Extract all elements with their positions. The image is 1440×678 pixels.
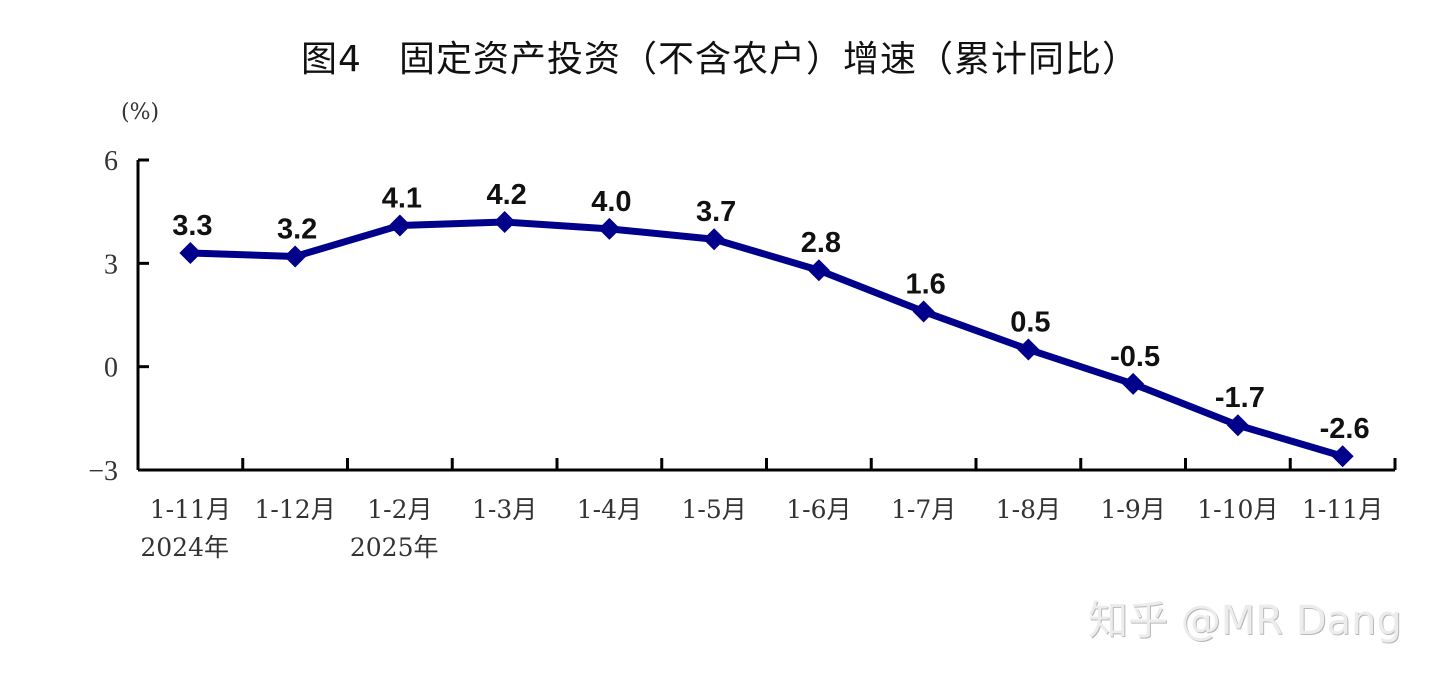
data-label: 3.2 [277,213,317,245]
diamond-marker [1122,372,1145,395]
data-label: -2.6 [1320,413,1370,445]
data-markers [179,211,1354,468]
diamond-marker [493,211,516,233]
data-label: 3.3 [172,210,212,242]
chart-title: 图4 固定资产投资（不含农户）增速（累计同比） [301,39,1139,80]
diamond-marker [598,217,621,240]
diamond-marker [284,245,307,268]
x-tick-label: 1-11月 [150,495,231,524]
x-tick-label: 1-12月 [255,495,336,524]
x-tick-label: 1-4月 [577,495,642,524]
x-tick-label: 1-5月 [681,495,746,524]
diamond-marker [1226,414,1249,437]
data-label: 3.7 [696,196,736,228]
diamond-marker [703,228,726,251]
x-tick-label: 1-6月 [786,495,851,524]
x-tick-label: 1-3月 [472,495,537,524]
data-label: 4.0 [591,186,631,218]
x-tick-label: 1-7月 [891,495,956,524]
x-year-label: 2025年 [350,533,439,562]
data-label: -1.7 [1215,382,1265,414]
y-axis-unit-label: (%) [121,100,160,125]
x-tick-label: 1-11月 [1302,495,1383,524]
y-tick-label: 3 [104,249,118,280]
data-label: 4.2 [486,179,526,211]
x-tick-label: 1-2月 [367,495,432,524]
data-labels: 3.3 3.2 4.1 4.2 4.0 3.7 2.8 1.6 0.5 -0.5 -1.7 -2.6 [172,179,1369,445]
data-label: -0.5 [1110,341,1160,373]
diamond-marker [388,214,411,237]
data-label: 0.5 [1010,306,1050,338]
watermark: 知乎 @MR Dang [1088,598,1402,644]
y-axis [136,158,149,472]
diamond-marker [1331,445,1354,468]
y-tick-label: 6 [104,146,118,177]
y-tick-label: −3 [88,456,118,487]
data-label: 4.1 [382,182,422,214]
diamond-marker [179,242,202,264]
x-tick-label: 1-8月 [996,495,1061,524]
diamond-marker [1017,338,1040,361]
x-axis [138,458,1397,472]
y-tick-labels: 6 3 0 −3 [88,146,118,487]
x-year-label: 2024年 [140,533,229,562]
data-label: 1.6 [905,269,945,301]
data-label: 2.8 [801,227,841,259]
y-tick-label: 0 [104,353,118,384]
data-line [190,218,1344,460]
diamond-marker [912,300,935,323]
x-tick-label: 1-9月 [1100,495,1165,524]
x-tick-labels: 1-11月 1-12月 1-2月 1-3月 1-4月 1-5月 1-6月 1-7月 1-8月 1-… [140,495,1383,562]
diamond-marker [807,259,830,282]
x-tick-label: 1-10月 [1197,495,1278,524]
